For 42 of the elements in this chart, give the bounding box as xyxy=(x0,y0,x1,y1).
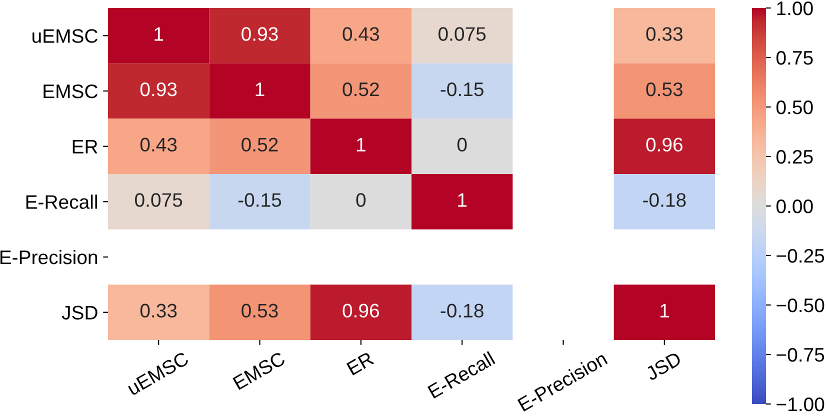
y-tick-label: ER xyxy=(72,140,98,154)
data-label: -0.18 xyxy=(643,193,686,207)
data-label: 0 xyxy=(457,138,467,152)
color-bar-label: 0.75 xyxy=(776,50,813,65)
data-label: 1 xyxy=(458,193,467,207)
data-label: 0.53 xyxy=(646,82,682,96)
y-tick-label: E-Recall xyxy=(26,194,97,209)
data-label: 0.52 xyxy=(242,138,278,152)
data-label: 1 xyxy=(660,304,669,318)
color-bar-label: −1.00 xyxy=(776,397,824,412)
color-bar-label: 0.25 xyxy=(776,150,813,164)
data-label: 0.93 xyxy=(242,27,278,41)
data-label: -0.15 xyxy=(238,193,282,207)
color-bar-label: −0.75 xyxy=(776,348,824,362)
color-bar-label: −0.25 xyxy=(776,248,824,263)
y-tick-label: EMSC xyxy=(44,84,98,98)
color-bar-label: −0.50 xyxy=(776,298,824,312)
data-label: 0.96 xyxy=(342,304,379,318)
data-label: 0.33 xyxy=(646,27,682,41)
data-label: -0.18 xyxy=(440,304,484,318)
data-label: 1 xyxy=(356,138,366,152)
data-label: 0.075 xyxy=(438,27,486,41)
data-label: 0.93 xyxy=(140,82,177,96)
data-label: 0 xyxy=(356,193,366,207)
y-tick-label: uEMSC xyxy=(32,29,98,43)
data-label: 0.43 xyxy=(342,27,379,41)
data-label: 0.52 xyxy=(342,82,379,96)
data-label: 0.33 xyxy=(140,304,177,318)
data-label: -0.15 xyxy=(440,82,484,96)
data-label: 1 xyxy=(256,82,264,96)
color-bar-label: 0.50 xyxy=(776,100,813,114)
data-label: 0.43 xyxy=(140,138,177,152)
data-label: 0.53 xyxy=(242,304,278,318)
x-tick-label: ER xyxy=(346,351,374,376)
data-label: 0.075 xyxy=(135,193,182,207)
data-label: 0.96 xyxy=(646,138,682,152)
y-tick-label: E-Precision xyxy=(0,250,98,264)
data-label: 1 xyxy=(154,27,164,41)
y-tick-label: JSD xyxy=(62,306,98,320)
x-tick-label: JSD xyxy=(644,351,682,381)
color-bar-label: 1.00 xyxy=(777,1,813,16)
color-bar-label: 0.00 xyxy=(776,199,813,214)
